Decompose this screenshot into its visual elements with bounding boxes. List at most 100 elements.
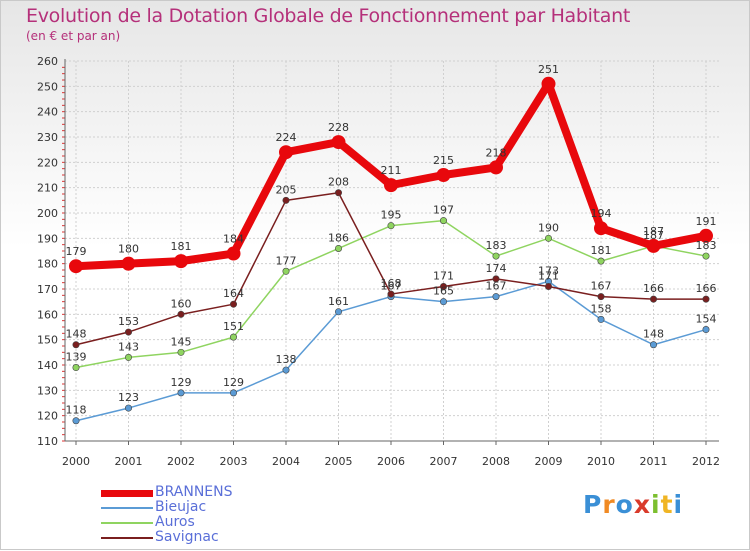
data-point (439, 217, 447, 225)
y-tick-label: 230 (37, 131, 58, 144)
data-point (331, 135, 346, 150)
data-label: 129 (223, 376, 244, 389)
chart-subtitle: (en € et par an) (26, 29, 121, 43)
data-label: 174 (486, 262, 507, 275)
data-point (279, 145, 293, 160)
data-point (387, 222, 395, 230)
logo-letter: t (660, 490, 674, 519)
data-point (174, 254, 188, 269)
data-label: 143 (118, 340, 139, 353)
data-label: 181 (591, 244, 612, 257)
data-label: 167 (381, 280, 402, 293)
y-tick-label: 260 (37, 55, 58, 68)
y-tick-label: 120 (37, 410, 58, 423)
data-label: 164 (223, 287, 244, 300)
y-tick-label: 240 (37, 106, 58, 119)
data-label: 251 (538, 63, 559, 76)
logo-letter: i (651, 490, 661, 519)
data-label: 167 (486, 280, 507, 293)
data-label: 186 (328, 231, 349, 244)
data-point (702, 295, 710, 303)
data-point (177, 348, 185, 356)
data-point (492, 252, 500, 260)
data-label: 158 (591, 302, 612, 315)
data-label: 139 (66, 351, 87, 364)
data-point (699, 228, 713, 243)
data-point (177, 310, 185, 318)
data-point (282, 267, 290, 275)
data-label: 153 (118, 315, 139, 328)
data-label: 187 (643, 225, 664, 238)
data-label: 180 (118, 243, 139, 256)
data-label: 166 (696, 282, 717, 295)
data-point (544, 234, 552, 242)
data-point (544, 282, 552, 290)
data-label: 181 (171, 240, 192, 253)
x-tick-label: 2009 (535, 455, 563, 468)
data-point (282, 196, 290, 204)
data-label: 187 (643, 229, 664, 242)
data-label: 173 (538, 264, 559, 277)
data-point (72, 417, 80, 425)
chart-title: Evolution de la Dotation Globale de Fonc… (26, 5, 631, 27)
data-point (597, 293, 605, 301)
data-label: 161 (328, 295, 349, 308)
y-tick-label: 210 (37, 182, 58, 195)
data-point (702, 326, 710, 334)
data-label: 154 (696, 313, 717, 326)
data-point (334, 308, 342, 316)
data-point (125, 353, 133, 361)
data-point (282, 366, 290, 374)
data-point (125, 404, 133, 412)
y-tick-label: 190 (37, 232, 58, 245)
x-tick-label: 2008 (482, 455, 510, 468)
data-label: 197 (433, 204, 454, 217)
legend-label: Auros (155, 514, 195, 530)
data-label: 167 (591, 280, 612, 293)
data-label: 168 (381, 277, 402, 290)
data-label: 129 (171, 376, 192, 389)
data-label: 171 (433, 269, 454, 282)
data-point (72, 341, 80, 349)
data-point (121, 256, 136, 271)
data-point (439, 282, 447, 290)
data-label: 195 (381, 209, 402, 222)
data-label: 183 (696, 239, 717, 252)
logo-letter: P (583, 490, 603, 519)
legend-swatch (101, 522, 153, 524)
data-label: 224 (276, 131, 297, 144)
data-point (492, 293, 500, 301)
legend-item-bieujac: Bieujac (101, 499, 301, 516)
y-tick-label: 250 (37, 80, 58, 93)
data-label: 166 (643, 282, 664, 295)
data-label: 184 (223, 233, 244, 246)
legend-item-savignac: Savignac (101, 529, 301, 546)
data-point (387, 290, 395, 298)
x-tick-label: 2003 (220, 455, 248, 468)
y-tick-label: 160 (37, 308, 58, 321)
data-point (334, 244, 342, 252)
data-point (649, 341, 657, 349)
x-tick-label: 2001 (115, 455, 143, 468)
logo-letter: r (602, 490, 616, 519)
data-label: 208 (328, 176, 349, 189)
data-point (646, 238, 661, 253)
x-tick-label: 2004 (272, 455, 300, 468)
data-point (177, 389, 185, 397)
legend: BRANNENS Bieujac Auros Savignac (101, 484, 301, 546)
x-tick-label: 2011 (640, 455, 668, 468)
data-point (334, 189, 342, 197)
y-tick-label: 150 (37, 334, 58, 347)
legend-swatch (101, 490, 153, 497)
data-label: 211 (381, 164, 402, 177)
data-point (384, 178, 398, 193)
legend-label: Bieujac (155, 499, 207, 515)
data-label: 171 (538, 269, 559, 282)
data-point (230, 300, 238, 308)
data-label: 123 (118, 391, 139, 404)
data-label: 177 (276, 254, 297, 267)
data-label: 148 (643, 328, 664, 341)
data-label: 194 (591, 207, 612, 220)
y-tick-label: 130 (37, 384, 58, 397)
